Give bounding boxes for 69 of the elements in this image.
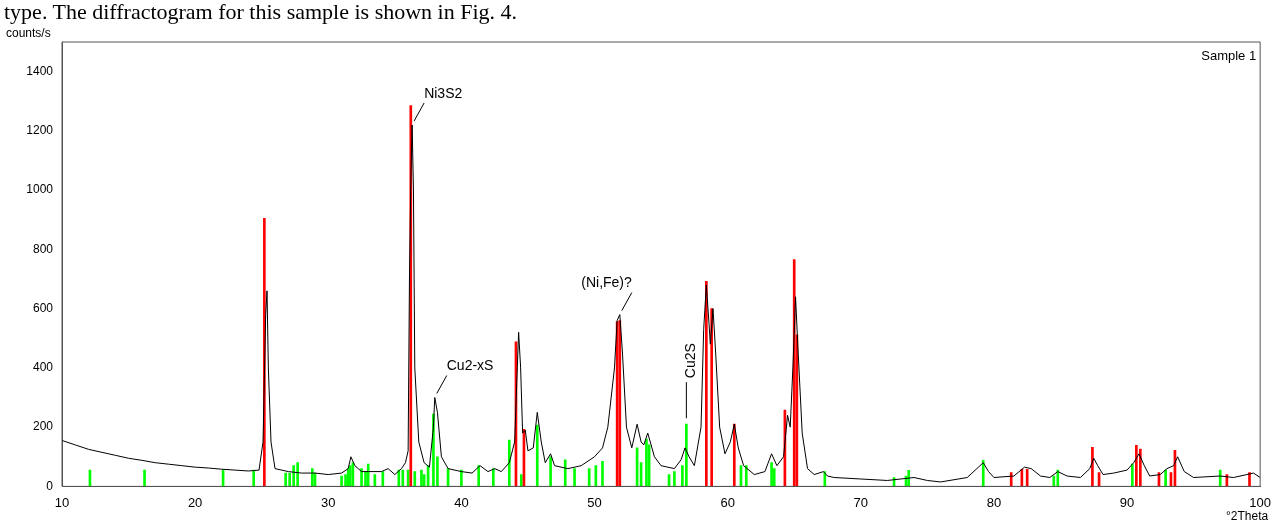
bar [413, 471, 417, 487]
bar [573, 468, 576, 487]
bar [292, 465, 295, 487]
y-tick-label: 1000 [26, 182, 54, 197]
bar [519, 474, 523, 487]
text: type. The diffractogram for this sample is shown in Fig. 4. [4, 0, 518, 24]
bar [492, 468, 495, 487]
bar [770, 462, 773, 487]
annotation: Ni3S2 [424, 84, 463, 101]
x-tick-label: 30 [321, 494, 336, 510]
bar [340, 475, 343, 487]
x-tick-label: 100 [1249, 494, 1272, 510]
bar [252, 469, 256, 487]
bar [1025, 468, 1029, 487]
bar [1248, 472, 1251, 487]
bar [420, 469, 423, 487]
annotation: (Ni,Fe)? [581, 274, 633, 291]
y-tick-label: 400 [32, 360, 54, 375]
bar [685, 423, 688, 487]
bar [360, 468, 363, 487]
bar [1056, 469, 1060, 487]
bar [1164, 469, 1167, 487]
y-tick-label: 1200 [26, 123, 54, 138]
x-tick-label: 60 [720, 494, 735, 510]
bar [549, 456, 552, 487]
y-tick-label: 0 [46, 478, 54, 493]
x-tick-label: 20 [187, 494, 203, 510]
y-tick-label: 800 [32, 241, 54, 256]
x-tick-label: 50 [587, 494, 602, 510]
bar [1131, 463, 1134, 487]
bar [705, 281, 708, 487]
bar [366, 463, 370, 487]
bar [535, 424, 539, 487]
bar [1218, 469, 1222, 487]
bar [645, 438, 648, 487]
bar [587, 468, 591, 487]
bar [143, 469, 146, 487]
bar [284, 472, 287, 487]
x-tick-label: 80 [986, 494, 1002, 510]
annotation: Cu2-xS [446, 357, 494, 374]
bar [1009, 472, 1013, 487]
bar [710, 308, 713, 487]
bar [401, 469, 405, 487]
bar [673, 471, 676, 487]
bar [563, 459, 567, 487]
x-axis-title: °2Theta [1225, 508, 1269, 523]
bar [907, 470, 911, 487]
x-tick-label: 10 [54, 494, 70, 510]
annotation: Sample 1 [1201, 48, 1257, 64]
annotation: Cu2S [682, 343, 699, 379]
x-tick-label: 90 [1119, 494, 1135, 510]
x-tick-label: 70 [853, 494, 868, 510]
bar [507, 439, 511, 487]
x-tick-label: 40 [454, 494, 469, 510]
bar [981, 460, 985, 487]
bar [732, 423, 736, 487]
bar [477, 465, 481, 487]
bar [744, 465, 748, 487]
bar [1135, 444, 1138, 487]
y-tick-label: 1400 [26, 63, 54, 78]
y-tick-label: 600 [32, 300, 54, 315]
bar [601, 460, 604, 487]
bar [397, 469, 401, 487]
y-axis-title: counts/s [6, 26, 51, 41]
bar [460, 469, 463, 487]
bar [1091, 446, 1094, 487]
bar [1139, 448, 1142, 487]
y-tick-label: 200 [32, 419, 54, 434]
bar [296, 462, 299, 487]
